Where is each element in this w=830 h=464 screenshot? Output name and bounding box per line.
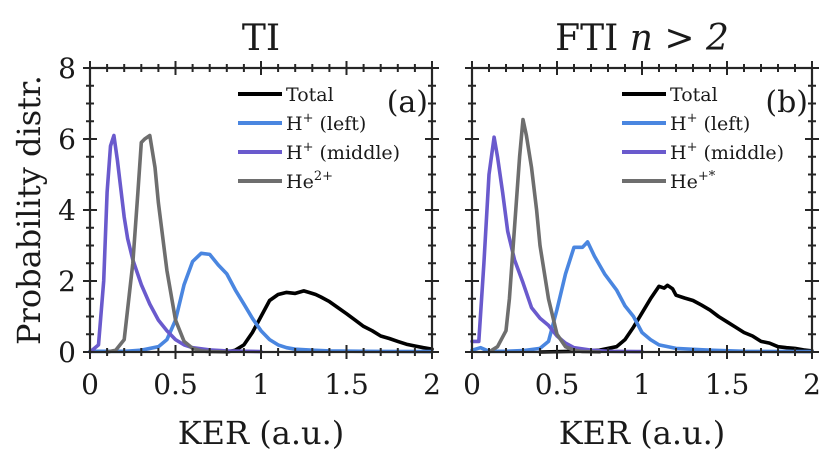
panel-b-series-group: [470, 117, 814, 354]
x-tick-label: 2: [803, 368, 821, 401]
panel-a-x-axis-label: KER (a.u.): [178, 414, 345, 452]
legend-label: He2+: [286, 169, 333, 193]
legend-label: He+*: [670, 169, 716, 193]
x-tick-label: 1.5: [705, 368, 750, 401]
panel-a-xtick-labels: 0 0.5 1 1.5 2: [81, 368, 441, 401]
panel-b-title-base: FTI: [555, 18, 630, 59]
panel-a-series-total: [225, 289, 434, 354]
y-tick-label: 2: [58, 265, 76, 298]
y-tick-label: 0: [58, 336, 76, 369]
y-axis-label: Probability distr.: [10, 75, 48, 345]
panel-a-series-group: [88, 133, 434, 354]
y-tick-label: 4: [58, 194, 76, 227]
panel-a-series-he2: [105, 133, 229, 354]
panel-b-label: (b): [765, 85, 808, 120]
panel-a-label: (a): [387, 85, 428, 120]
x-tick-label: 0: [463, 368, 481, 401]
panel-b-title: FTI n > 2: [555, 18, 729, 59]
legend-label: H+ (middle): [670, 140, 784, 164]
panel-b-series-h-left: [470, 240, 814, 354]
panel-a-ytick-labels: 0 2 4 6 8: [58, 52, 76, 369]
panel-b-series-total: [538, 283, 814, 354]
x-tick-label: 0: [81, 368, 99, 401]
legend-item: H+ (middle): [622, 140, 784, 164]
panel-a-title: TI: [242, 18, 280, 59]
panel-b-xtick-labels: 0 0.5 1 1.5 2: [463, 368, 821, 401]
legend-label: H+ (middle): [286, 140, 400, 164]
panel-a-series-h-left: [88, 251, 434, 354]
legend-item: He2+: [238, 169, 333, 193]
legend-label: Total: [670, 84, 718, 106]
panel-b-series-he: [487, 117, 602, 354]
legend-label: H+ (left): [286, 111, 366, 135]
panel-b-axes-frame: [470, 66, 814, 354]
panel-b-x-axis-label: KER (a.u.): [559, 414, 726, 452]
y-tick-label: 6: [58, 123, 76, 156]
x-tick-label: 1.5: [324, 368, 369, 401]
panel-b-legend: Total H+ (left) H+ (middle) He+*: [622, 84, 784, 193]
panel-a-legend: Total H+ (left) H+ (middle) He2+: [238, 84, 400, 193]
legend-item: Total: [622, 84, 718, 106]
panel-a: TI 0 0.5 1 1.5 2 0 2 4 6 8 Total H+ (left) H+ (mid…: [58, 18, 441, 452]
x-tick-label: 2: [423, 368, 441, 401]
panel-b: FTI n > 2 0 0.5 1 1.5 2 Total H+ (left) H+ (mi…: [463, 18, 821, 452]
legend-item: He+*: [622, 169, 716, 193]
x-tick-label: 1: [633, 368, 651, 401]
x-tick-label: 0.5: [153, 368, 198, 401]
x-tick-label: 1: [252, 368, 270, 401]
legend-item: H+ (left): [622, 111, 750, 135]
legend-label: H+ (left): [670, 111, 750, 135]
y-tick-label: 8: [58, 52, 76, 85]
legend-item: H+ (middle): [238, 140, 400, 164]
legend-item: H+ (left): [238, 111, 366, 135]
panel-a-axes-frame: [88, 66, 434, 354]
panel-b-series-h-middle: [470, 135, 644, 354]
x-tick-label: 0.5: [535, 368, 580, 401]
panel-b-title-math: n > 2: [630, 18, 729, 59]
legend-label: Total: [286, 84, 334, 106]
legend-item: Total: [238, 84, 334, 106]
